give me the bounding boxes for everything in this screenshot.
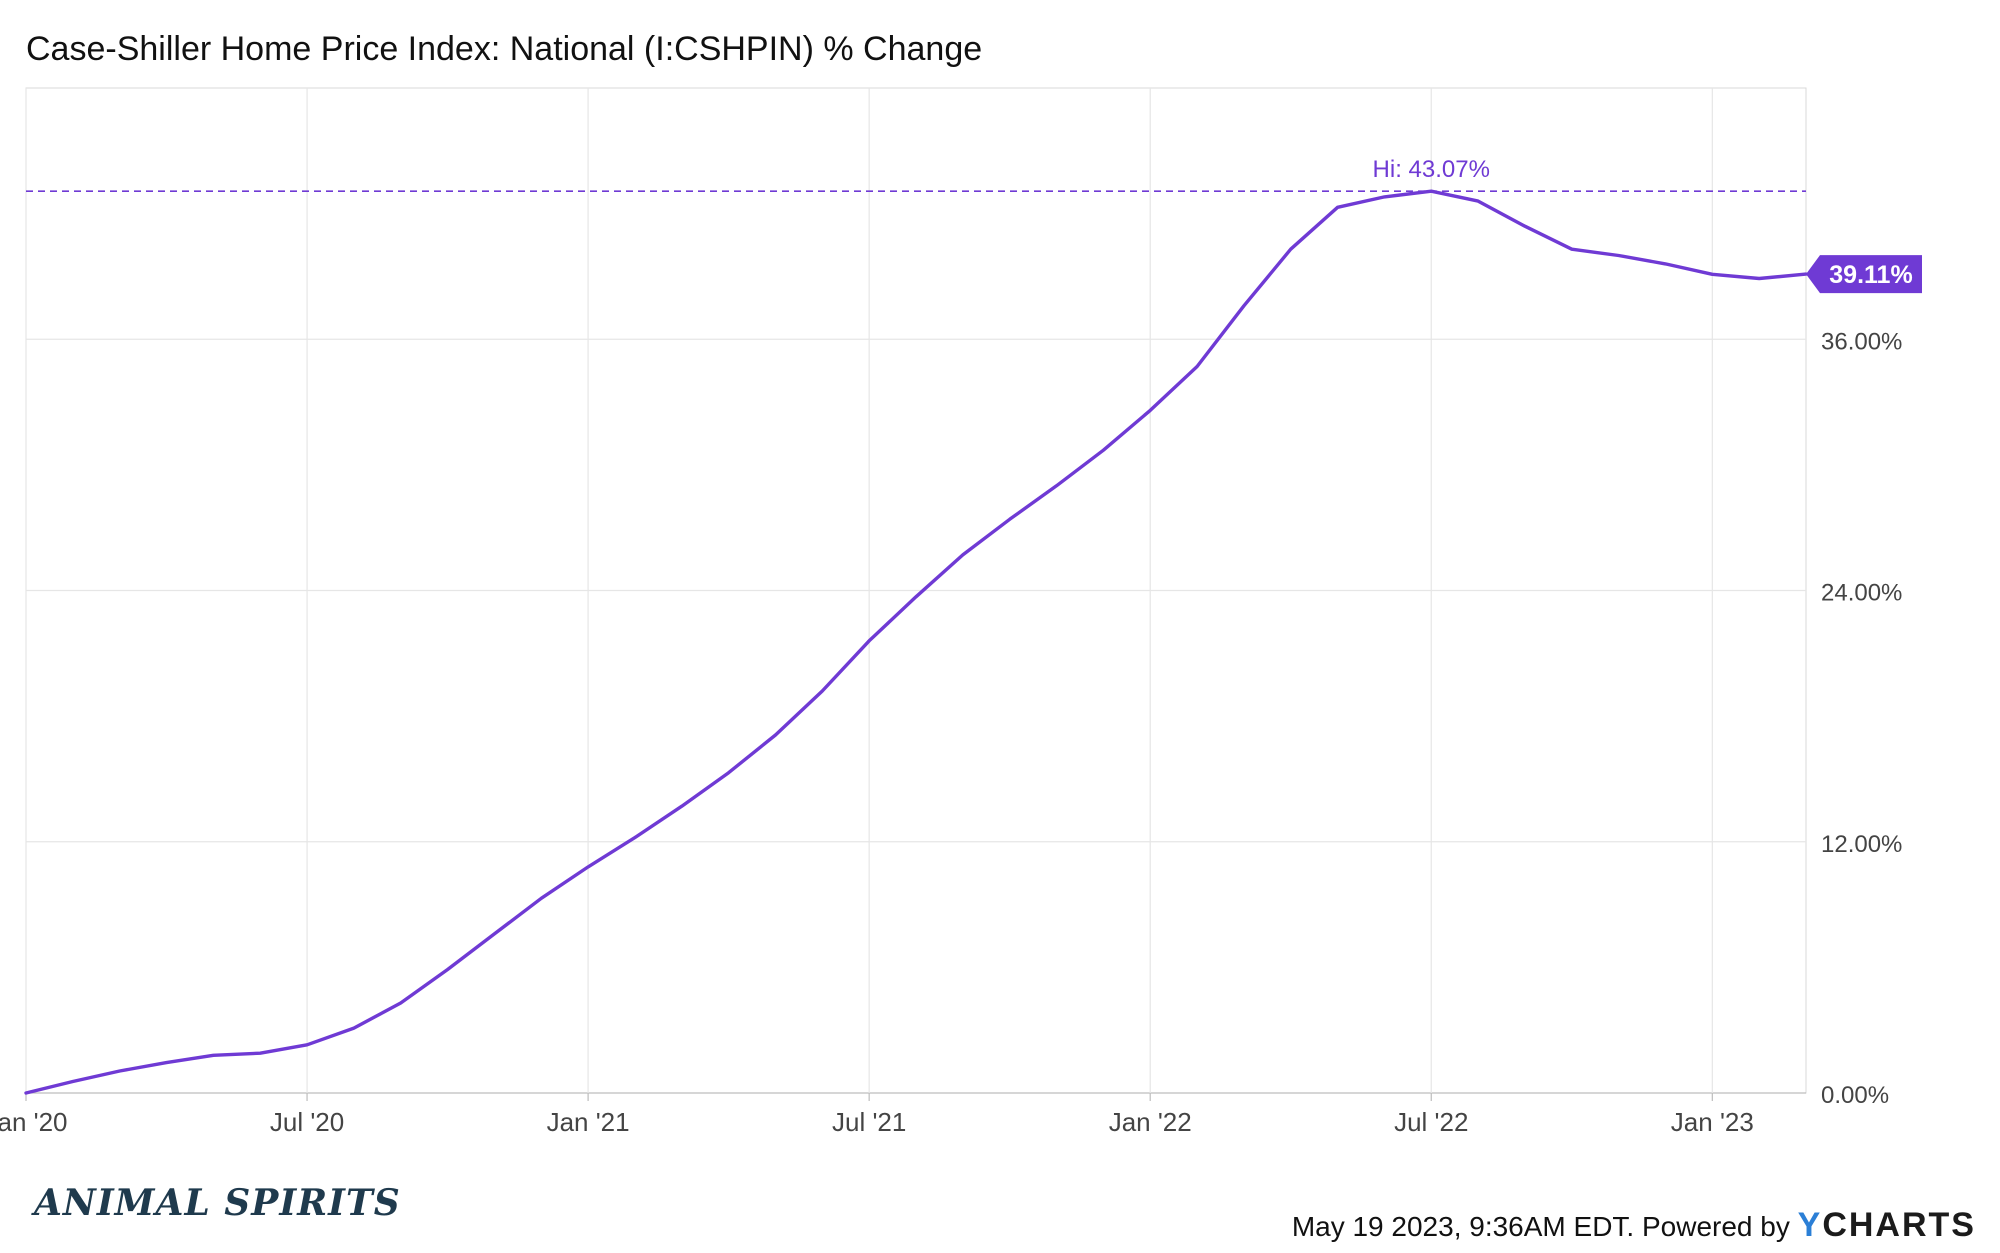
y-tick-label: 0.00% bbox=[1821, 1082, 1889, 1109]
data-point bbox=[1757, 277, 1761, 281]
high-label: Hi: 43.07% bbox=[1373, 156, 1490, 183]
x-tick-label: Jul '20 bbox=[270, 1107, 344, 1137]
data-point bbox=[165, 1061, 169, 1065]
data-point bbox=[1008, 517, 1012, 521]
y-tick-label: 24.00% bbox=[1821, 580, 1902, 607]
y-tick-label: 12.00% bbox=[1821, 831, 1902, 858]
data-point bbox=[1101, 448, 1105, 452]
data-point bbox=[586, 865, 590, 869]
data-point bbox=[1148, 408, 1152, 412]
data-point bbox=[773, 733, 777, 737]
data-point bbox=[1710, 272, 1714, 276]
grid-lines bbox=[25, 87, 1807, 1094]
ycharts-logo-y: Y bbox=[1797, 1206, 1823, 1244]
data-point bbox=[961, 553, 965, 557]
axes: 0.00% 12.00% 24.00% 36.00% Jan '20 Jul '20 Jan… bbox=[0, 328, 1902, 1137]
x-tick-label: Jul '21 bbox=[832, 1107, 906, 1137]
footer: May 19 2023, 9:36AM EDT. Powered by YCHA… bbox=[1292, 1206, 1976, 1245]
data-point bbox=[492, 932, 496, 936]
x-tick-label: Jan '23 bbox=[1671, 1107, 1754, 1137]
data-point bbox=[1617, 254, 1621, 258]
y-tick-label: 36.00% bbox=[1821, 328, 1902, 355]
last-value-label: 39.11% bbox=[1829, 261, 1912, 289]
data-point bbox=[446, 967, 450, 971]
data-point bbox=[1055, 484, 1059, 488]
data-point bbox=[258, 1051, 262, 1055]
data-point bbox=[118, 1069, 122, 1073]
data-point bbox=[914, 595, 918, 599]
footer-timestamp: May 19 2023, 9:36AM EDT. Powered by bbox=[1291, 1211, 1790, 1242]
last-value-tag bbox=[1806, 255, 1922, 294]
data-point bbox=[1476, 199, 1480, 203]
x-tick-label: Jul '22 bbox=[1394, 1107, 1468, 1137]
data-point bbox=[71, 1079, 75, 1083]
data-point bbox=[1382, 195, 1386, 199]
chart-title: Case-Shiller Home Price Index: National … bbox=[26, 30, 983, 68]
series-line bbox=[24, 189, 1808, 1095]
data-point bbox=[24, 1091, 28, 1095]
data-point bbox=[399, 1001, 403, 1005]
data-point bbox=[1289, 247, 1293, 251]
data-point bbox=[633, 836, 637, 840]
data-point bbox=[1336, 205, 1340, 209]
ycharts-logo-text: CHARTS bbox=[1822, 1206, 1976, 1244]
annotations: Hi: 43.07% 39.11% bbox=[26, 156, 1922, 294]
ycharts-logo[interactable]: YCHARTS bbox=[1798, 1206, 1976, 1244]
data-point bbox=[867, 639, 871, 643]
animal-spirits-logo: ANIMAL SPIRITS bbox=[34, 1182, 401, 1224]
series-layer bbox=[24, 189, 1808, 1095]
x-tick-label: Jan '22 bbox=[1109, 1107, 1192, 1137]
data-point bbox=[211, 1053, 215, 1057]
data-point bbox=[680, 804, 684, 808]
data-point bbox=[539, 896, 543, 900]
data-point bbox=[1663, 262, 1667, 266]
data-point bbox=[1242, 304, 1246, 308]
data-point bbox=[1570, 247, 1574, 251]
data-point bbox=[1195, 364, 1199, 368]
data-point bbox=[352, 1026, 356, 1030]
data-point bbox=[820, 689, 824, 693]
x-tick-label: Jan '20 bbox=[0, 1107, 68, 1137]
data-point bbox=[727, 771, 731, 775]
data-point bbox=[305, 1043, 309, 1047]
data-point bbox=[1523, 224, 1527, 228]
x-tick-label: Jan '21 bbox=[547, 1107, 630, 1137]
